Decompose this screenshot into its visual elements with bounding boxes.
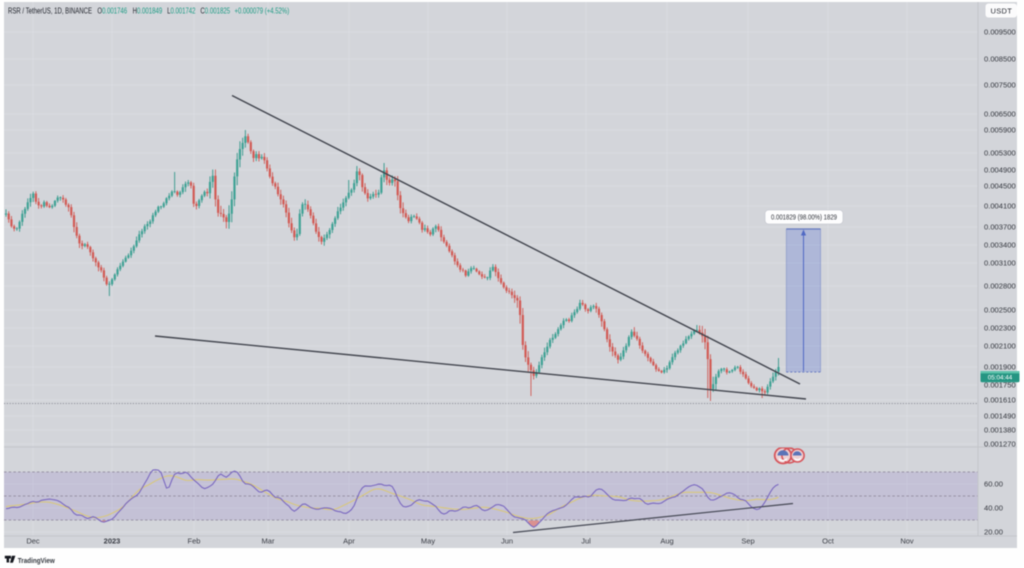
svg-text:0.004900: 0.004900 [984, 166, 1016, 175]
svg-text:Jun: Jun [501, 537, 513, 546]
svg-text:0.001610: 0.001610 [984, 396, 1016, 405]
svg-text:40.00: 40.00 [984, 504, 1003, 513]
svg-text:2023: 2023 [104, 537, 121, 546]
svg-text:Mar: Mar [262, 537, 275, 546]
svg-text:0.005900: 0.005900 [984, 126, 1016, 135]
svg-text:Sep: Sep [741, 537, 754, 546]
svg-text:0.008500: 0.008500 [984, 55, 1016, 64]
svg-text:Aug: Aug [660, 537, 673, 546]
svg-text:0.006500: 0.006500 [984, 110, 1016, 119]
svg-text:0.004500: 0.004500 [984, 182, 1016, 191]
svg-text:0.001829 (98.00%) 1829: 0.001829 (98.00%) 1829 [771, 214, 837, 222]
svg-text:C0.001825: C0.001825 [200, 6, 230, 15]
svg-text:0.003100: 0.003100 [984, 259, 1016, 268]
svg-text:+0.000079 (+4.52%): +0.000079 (+4.52%) [235, 6, 290, 15]
svg-text:L0.001742: L0.001742 [167, 6, 195, 15]
svg-text:0.001750: 0.001750 [984, 381, 1016, 390]
svg-text:Oct: Oct [822, 537, 835, 546]
svg-text:0.001380: 0.001380 [984, 426, 1016, 435]
svg-text:Jul: Jul [581, 537, 591, 546]
svg-text:Apr: Apr [343, 537, 355, 546]
svg-text:0.002300: 0.002300 [984, 324, 1016, 333]
svg-text:Nov: Nov [900, 537, 914, 546]
svg-text:0.004100: 0.004100 [984, 202, 1016, 211]
svg-text:0.002500: 0.002500 [984, 306, 1016, 315]
svg-text:0.003700: 0.003700 [984, 223, 1016, 232]
svg-text:0.001900: 0.001900 [984, 363, 1016, 372]
svg-text:20.00: 20.00 [984, 528, 1003, 537]
svg-text:H0.001849: H0.001849 [133, 6, 163, 15]
svg-text:0.005300: 0.005300 [984, 149, 1016, 158]
svg-text:0.001270: 0.001270 [984, 440, 1016, 449]
svg-text:0.003400: 0.003400 [984, 241, 1016, 250]
svg-text:USDT: USDT [990, 7, 1012, 16]
svg-text:0.007500: 0.007500 [984, 81, 1016, 90]
svg-text:0.002100: 0.002100 [984, 342, 1016, 351]
svg-text:0.002800: 0.002800 [984, 282, 1016, 291]
svg-text:TradingView: TradingView [18, 556, 55, 565]
svg-text:05:04:44: 05:04:44 [988, 375, 1013, 382]
svg-text:Dec: Dec [26, 537, 40, 546]
svg-text:0.001490: 0.001490 [984, 412, 1016, 421]
svg-text:Feb: Feb [188, 537, 201, 546]
svg-text:RSR / TetherUS, 1D, BINANCE: RSR / TetherUS, 1D, BINANCE [8, 6, 92, 15]
svg-text:May: May [421, 537, 435, 546]
svg-text:O0.001746: O0.001746 [97, 6, 127, 15]
svg-text:60.00: 60.00 [984, 480, 1003, 489]
svg-text:0.009500: 0.009500 [984, 28, 1016, 37]
